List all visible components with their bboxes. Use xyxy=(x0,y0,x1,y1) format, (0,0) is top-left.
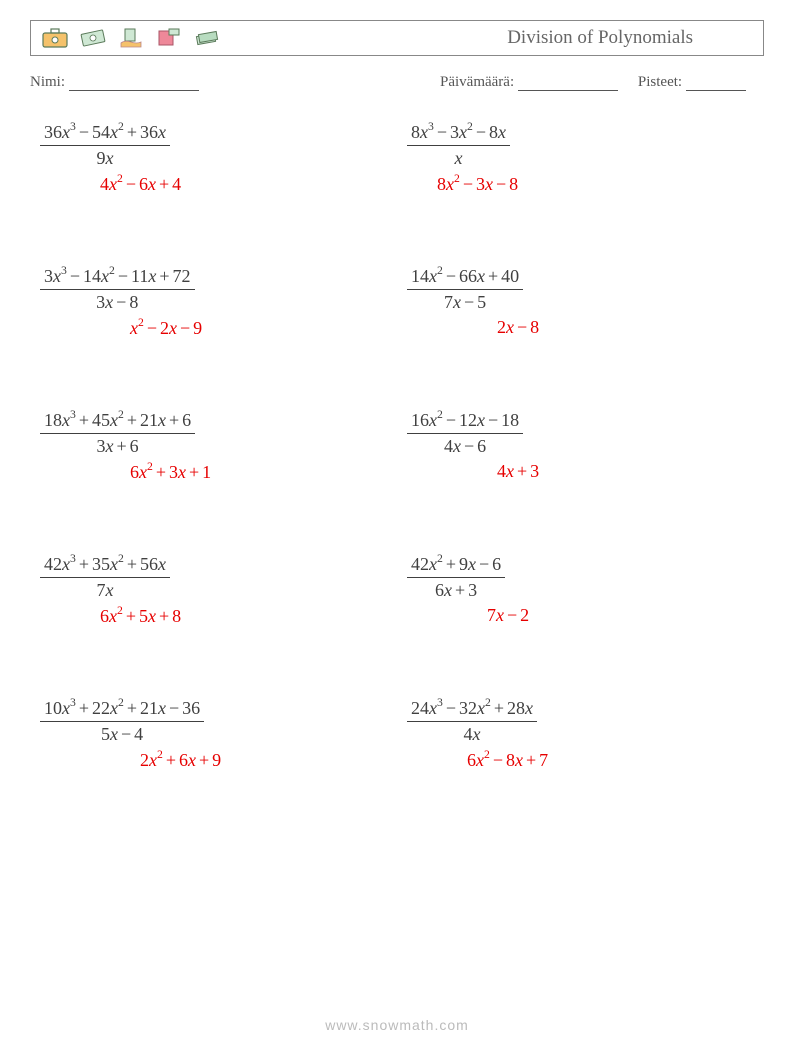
answer: 4x+3 xyxy=(407,461,539,482)
answer: 6x2+3x+1 xyxy=(40,461,211,483)
denominator: 4x xyxy=(407,721,537,745)
problem-2: 8x3−3x2−8xx 8x2−3x−8 xyxy=(407,121,754,195)
problem-5: 18x3+45x2+21x+63x+6 6x2+3x+1 xyxy=(40,409,387,483)
problem-4: 14x2−66x+407x−5 2x−8 xyxy=(407,265,754,339)
score-blank xyxy=(686,77,746,91)
answer: 2x−8 xyxy=(407,317,539,338)
denominator: 3x+6 xyxy=(40,433,195,457)
hand-money-icon xyxy=(117,27,145,49)
problem-fraction: 24x3−32x2+28x4x xyxy=(407,697,537,745)
worksheet-header: Division of Polynomials xyxy=(30,20,764,56)
briefcase-icon xyxy=(41,27,69,49)
problem-10: 24x3−32x2+28x4x 6x2−8x+7 xyxy=(407,697,754,771)
problem-6: 16x2−12x−184x−6 4x+3 xyxy=(407,409,754,483)
problem-fraction: 42x3+35x2+56x7x xyxy=(40,553,170,601)
problem-1: 36x3−54x2+36x9x 4x2−6x+4 xyxy=(40,121,387,195)
problem-9: 10x3+22x2+21x−365x−4 2x2+6x+9 xyxy=(40,697,387,771)
answer: 6x2+5x+8 xyxy=(40,605,181,627)
numerator: 16x2−12x−18 xyxy=(407,409,523,433)
answer: 6x2−8x+7 xyxy=(407,749,548,771)
problem-8: 42x2+9x−66x+3 7x−2 xyxy=(407,553,754,627)
worksheet-title: Division of Polynomials xyxy=(507,27,753,49)
answer: 8x2−3x−8 xyxy=(407,173,518,195)
numerator: 42x2+9x−6 xyxy=(407,553,505,577)
answer: 4x2−6x+4 xyxy=(40,173,181,195)
numerator: 8x3−3x2−8x xyxy=(407,121,510,145)
numerator: 3x3−14x2−11x+72 xyxy=(40,265,195,289)
date-label: Päivämäärä: xyxy=(440,74,514,90)
denominator: 6x+3 xyxy=(407,577,505,601)
problem-fraction: 10x3+22x2+21x−365x−4 xyxy=(40,697,204,745)
name-blank xyxy=(69,77,199,91)
answer: x2−2x−9 xyxy=(40,317,202,339)
denominator: 4x−6 xyxy=(407,433,523,457)
name-label: Nimi: xyxy=(30,74,65,90)
cash-stack-icon xyxy=(193,27,221,49)
numerator: 18x3+45x2+21x+6 xyxy=(40,409,195,433)
info-line: Nimi: Päivämäärä: Pisteet: xyxy=(30,74,764,91)
denominator: 3x−8 xyxy=(40,289,195,313)
header-icons xyxy=(41,27,221,49)
problems-grid: 36x3−54x2+36x9x 4x2−6x+4 8x3−3x2−8xx 8x2−3x… xyxy=(30,121,764,771)
problem-3: 3x3−14x2−11x+723x−8 x2−2x−9 xyxy=(40,265,387,339)
answer: 7x−2 xyxy=(407,605,529,626)
problem-fraction: 14x2−66x+407x−5 xyxy=(407,265,523,313)
numerator: 14x2−66x+40 xyxy=(407,265,523,289)
problem-7: 42x3+35x2+56x7x 6x2+5x+8 xyxy=(40,553,387,627)
denominator: x xyxy=(407,145,510,169)
numerator: 10x3+22x2+21x−36 xyxy=(40,697,204,721)
problem-fraction: 3x3−14x2−11x+723x−8 xyxy=(40,265,195,313)
answer: 2x2+6x+9 xyxy=(40,749,221,771)
footer-watermark: www.snowmath.com xyxy=(0,1017,794,1033)
denominator: 7x xyxy=(40,577,170,601)
card-reader-icon xyxy=(155,27,183,49)
problem-fraction: 8x3−3x2−8xx xyxy=(407,121,510,169)
score-label: Pisteet: xyxy=(638,74,682,90)
cash-icon xyxy=(79,27,107,49)
problem-fraction: 18x3+45x2+21x+63x+6 xyxy=(40,409,195,457)
numerator: 36x3−54x2+36x xyxy=(40,121,170,145)
problem-fraction: 16x2−12x−184x−6 xyxy=(407,409,523,457)
problem-fraction: 36x3−54x2+36x9x xyxy=(40,121,170,169)
numerator: 24x3−32x2+28x xyxy=(407,697,537,721)
denominator: 5x−4 xyxy=(40,721,204,745)
denominator: 9x xyxy=(40,145,170,169)
problem-fraction: 42x2+9x−66x+3 xyxy=(407,553,505,601)
date-blank xyxy=(518,77,618,91)
numerator: 42x3+35x2+56x xyxy=(40,553,170,577)
denominator: 7x−5 xyxy=(407,289,523,313)
